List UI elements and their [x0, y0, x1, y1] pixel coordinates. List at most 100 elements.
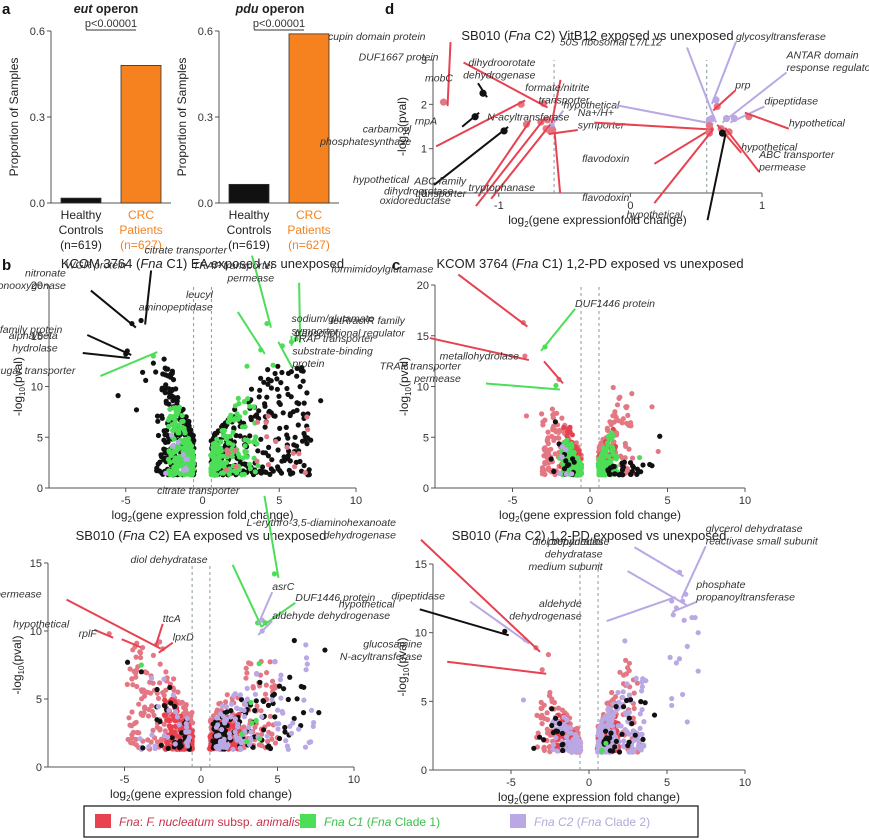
data-point-other [264, 394, 270, 400]
data-point-fna_light [624, 466, 630, 472]
data-point-fna_light [649, 404, 655, 410]
annotation-label: oxidoreductase [380, 195, 451, 207]
data-point-other [610, 748, 616, 754]
data-point-fna_light [284, 444, 290, 450]
data-point-fna_light [623, 657, 629, 663]
annotation-leader-line [475, 117, 546, 207]
annotation-leader-line [490, 124, 551, 200]
data-point-other [270, 693, 276, 699]
data-point-fna_light [130, 740, 136, 746]
x-tick-label: 10 [739, 777, 751, 789]
data-point-other [253, 698, 259, 704]
annotation-label: dipeptidase [391, 591, 445, 603]
annotation-label: tetR/acrR family transcriptional regulato… [295, 315, 405, 340]
y-axis-label: Proportion of Samples [175, 58, 189, 177]
annotation-leader-line [463, 61, 549, 109]
data-point-c2 [237, 692, 243, 698]
annotation-label: tryptophanase [469, 182, 536, 194]
legend-label-fna: Fna: F. nucleatum subsp. animalis [119, 815, 300, 829]
data-point-other [279, 369, 285, 376]
labeled-point [138, 317, 144, 324]
data-point-c2 [288, 730, 295, 736]
annotation-label: TRAP transporter permease [193, 260, 275, 285]
data-point-fna [164, 739, 170, 746]
data-point-c2 [610, 714, 616, 720]
category-label: CRC [128, 208, 154, 222]
annotation-label: carbamoyl phosphatesynthase [319, 123, 412, 148]
data-point-other [549, 706, 555, 712]
data-point-fna [573, 445, 580, 451]
data-point-c1 [228, 412, 234, 418]
data-point-fna_light [137, 650, 144, 656]
data-point-fna_light [541, 447, 548, 453]
data-point-fna_light [126, 715, 132, 721]
data-point-other [257, 387, 263, 393]
data-point-fna_light [612, 412, 618, 418]
data-point-fna_light [305, 426, 311, 433]
data-point-fna_light [129, 676, 135, 682]
data-point-fna_light [534, 712, 540, 719]
legend-swatch-c2 [510, 814, 526, 828]
data-point-other [167, 684, 173, 691]
data-point-other [265, 381, 271, 387]
category-label: Healthy [61, 208, 102, 222]
data-point-other [275, 447, 281, 453]
data-point-c2 [695, 630, 701, 636]
data-point-other [186, 427, 192, 433]
annotation-label: aldehyde dehydrogenase [509, 598, 582, 623]
data-point-other [552, 419, 559, 425]
data-point-c2 [183, 465, 189, 471]
annotation-leader-line [86, 334, 132, 356]
annotation-leader-line [680, 545, 707, 599]
bar-healthy-controls [60, 197, 102, 204]
y-tick-label: 0.3 [198, 112, 213, 124]
data-point-other [276, 400, 282, 406]
data-point-c2 [284, 743, 290, 749]
data-point-other [124, 659, 131, 665]
data-point-c2 [567, 748, 573, 754]
annotation-label: asrC [272, 581, 295, 593]
data-point-other [634, 466, 641, 472]
data-point-c2 [568, 725, 574, 731]
data-point-c1 [231, 417, 237, 423]
data-point-other [279, 458, 285, 464]
x-tick-label: -5 [121, 495, 131, 507]
data-point-fna_light [609, 689, 615, 696]
data-point-c2 [567, 742, 573, 749]
data-point-other [133, 407, 140, 413]
data-point-fna [567, 429, 573, 435]
category-label: Patients [119, 223, 162, 237]
data-point-other [299, 438, 306, 444]
annotation-leader-line [477, 82, 488, 98]
data-point-c1 [559, 448, 565, 454]
data-point-other [162, 390, 168, 396]
annotation-leader-line [550, 79, 562, 125]
data-point-fna_light [142, 706, 148, 712]
data-point-other [261, 379, 267, 385]
data-point-c1 [229, 453, 235, 460]
data-point-fna_light [232, 447, 238, 453]
data-point-c1 [179, 418, 185, 425]
data-point-c1 [184, 437, 190, 443]
data-point-other [560, 741, 566, 748]
data-point-fna_light [243, 665, 249, 671]
data-point-other [302, 434, 308, 440]
x-tick-label: -5 [508, 495, 518, 507]
data-point-c2 [170, 692, 176, 698]
data-point-c1 [170, 471, 176, 477]
data-point-c2 [229, 701, 235, 707]
data-point-c2 [616, 699, 622, 705]
chart-title: pdu operon [235, 2, 305, 16]
annotation-label: hypothetical [353, 174, 410, 186]
data-point-c1 [599, 453, 605, 459]
data-point-c2 [155, 704, 161, 710]
data-point-c1 [599, 470, 605, 476]
data-point-other [276, 683, 283, 689]
data-point-c1 [190, 464, 196, 470]
data-point-other [228, 708, 234, 714]
y-tick-label: 5 [421, 696, 427, 708]
data-point-other [642, 700, 648, 706]
data-point-c1 [245, 396, 251, 402]
y-axis-label: -log10(pval) [11, 357, 27, 416]
data-point-c2 [152, 745, 158, 752]
